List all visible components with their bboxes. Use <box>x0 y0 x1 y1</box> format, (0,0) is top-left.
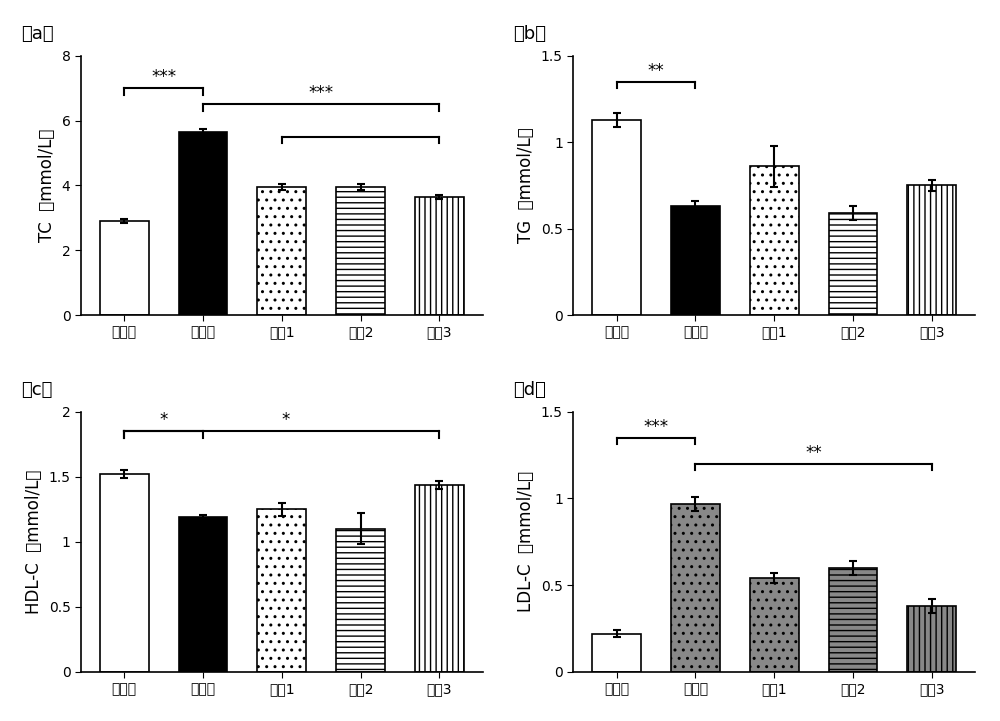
Bar <box>592 634 641 671</box>
Text: （d）: （d） <box>513 381 546 399</box>
Bar <box>671 206 720 315</box>
Y-axis label: TC  （mmol/L）: TC （mmol/L） <box>38 129 56 242</box>
Bar <box>829 213 877 315</box>
Bar <box>257 509 306 671</box>
Bar <box>829 567 877 671</box>
Y-axis label: HDL-C  （mmol/L）: HDL-C （mmol/L） <box>25 469 43 614</box>
Y-axis label: LDL-C  （mmol/L）: LDL-C （mmol/L） <box>517 472 535 612</box>
Bar <box>750 167 799 315</box>
Bar <box>100 221 149 315</box>
Y-axis label: TG  （mmol/L）: TG （mmol/L） <box>517 128 535 243</box>
Bar <box>671 504 720 671</box>
Text: （a）: （a） <box>21 25 53 43</box>
Bar <box>179 517 227 671</box>
Text: ***: *** <box>309 84 334 102</box>
Text: ***: *** <box>643 418 669 435</box>
Text: ***: *** <box>151 68 176 86</box>
Bar <box>336 528 385 671</box>
Text: *: * <box>159 412 168 429</box>
Bar <box>336 187 385 315</box>
Bar <box>100 474 149 671</box>
Bar <box>179 132 227 315</box>
Text: **: ** <box>648 61 664 79</box>
Text: （b）: （b） <box>513 25 546 43</box>
Bar <box>415 485 464 671</box>
Bar <box>750 578 799 671</box>
Text: **: ** <box>805 444 822 461</box>
Bar <box>257 187 306 315</box>
Bar <box>907 606 956 671</box>
Bar <box>415 197 464 315</box>
Text: （c）: （c） <box>21 381 52 399</box>
Text: *: * <box>282 412 290 429</box>
Bar <box>592 120 641 315</box>
Bar <box>907 185 956 315</box>
